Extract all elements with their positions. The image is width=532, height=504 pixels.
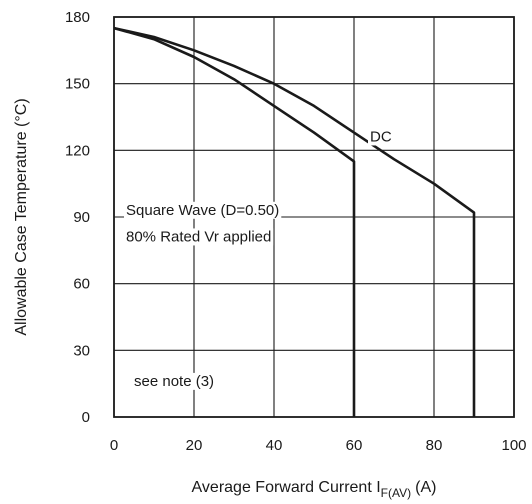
y-tick-label: 180 — [65, 9, 90, 26]
x-tick-label: 40 — [266, 437, 283, 454]
series-line — [113, 26, 476, 417]
y-tick-label: 60 — [73, 276, 90, 293]
x-tick-label: 0 — [110, 437, 118, 454]
y-tick-label: 90 — [73, 209, 90, 226]
x-axis-label: Average Forward Current IF(AV) (A) — [192, 479, 437, 500]
x-tick-labels: 0 20 40 60 80 100 — [110, 437, 527, 454]
annotation-label: DC — [370, 128, 392, 145]
y-tick-labels: 0 30 60 90 120 150 180 — [65, 9, 90, 426]
plot-frame — [113, 16, 515, 418]
annotation-label: Square Wave (D=0.50) — [126, 202, 279, 219]
x-axis-label-subscript: F(AV) — [381, 486, 411, 500]
x-tick-label: 60 — [346, 437, 363, 454]
y-tick-label: 30 — [73, 342, 90, 359]
annotation-background — [132, 372, 217, 390]
annotation-label: see note (3) — [134, 373, 214, 390]
curves — [113, 26, 476, 417]
x-tick-label: 100 — [501, 437, 526, 454]
annotation-background — [124, 201, 282, 219]
y-tick-label: 120 — [65, 142, 90, 159]
annotation-background — [124, 228, 274, 246]
x-tick-label: 20 — [186, 437, 203, 454]
y-tick-label: 0 — [82, 409, 90, 426]
annotation-label: 80% Rated Vr applied — [126, 228, 271, 245]
series-line — [113, 26, 356, 417]
y-tick-label: 150 — [65, 76, 90, 93]
annotations: Square Wave (D=0.50) 80% Rated Vr applied… — [124, 128, 394, 390]
y-axis-label: Allowable Case Temperature (°C) — [13, 98, 30, 335]
annotation-background — [368, 128, 394, 146]
x-tick-label: 80 — [426, 437, 443, 454]
